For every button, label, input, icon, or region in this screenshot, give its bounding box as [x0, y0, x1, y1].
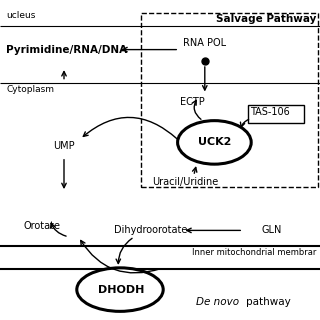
Ellipse shape [77, 268, 163, 311]
Bar [248, 105, 304, 123]
Text: RNA POL: RNA POL [183, 38, 226, 48]
Text: UMP: UMP [53, 140, 75, 151]
Ellipse shape [178, 121, 251, 164]
Text: Uracil/Uridine: Uracil/Uridine [152, 177, 219, 188]
Text: pathway: pathway [246, 297, 291, 308]
Text: De novo: De novo [196, 297, 239, 308]
Text: Inner mitochondrial membrar: Inner mitochondrial membrar [192, 248, 317, 257]
Text: GLN: GLN [262, 225, 282, 236]
Text: UCK2: UCK2 [198, 137, 231, 148]
Text: DHODH: DHODH [99, 284, 145, 295]
Text: Dihydroorotate: Dihydroorotate [114, 225, 187, 236]
Bar [141, 13, 318, 187]
Text: TAS-106: TAS-106 [251, 107, 290, 117]
Text: ucleus: ucleus [6, 11, 36, 20]
Text: Orotate: Orotate [23, 220, 60, 231]
Text: Salvage Pathway: Salvage Pathway [216, 14, 317, 24]
Text: ECTP: ECTP [180, 97, 204, 108]
Text: Pyrimidine/RNA/DNA: Pyrimidine/RNA/DNA [6, 44, 128, 55]
Text: Cytoplasm: Cytoplasm [6, 85, 54, 94]
